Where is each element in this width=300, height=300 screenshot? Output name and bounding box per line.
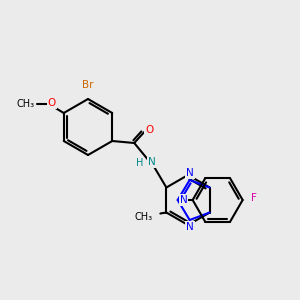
Text: N: N bbox=[186, 168, 194, 178]
Text: Br: Br bbox=[82, 80, 94, 90]
Text: H: H bbox=[136, 158, 143, 168]
Text: F: F bbox=[251, 193, 256, 203]
Text: N: N bbox=[148, 157, 156, 167]
Text: N: N bbox=[180, 195, 188, 205]
Text: O: O bbox=[145, 125, 153, 135]
Text: O: O bbox=[48, 98, 56, 108]
Text: CH₃: CH₃ bbox=[134, 212, 152, 221]
Text: N: N bbox=[186, 222, 194, 232]
Text: CH₃: CH₃ bbox=[16, 99, 35, 109]
